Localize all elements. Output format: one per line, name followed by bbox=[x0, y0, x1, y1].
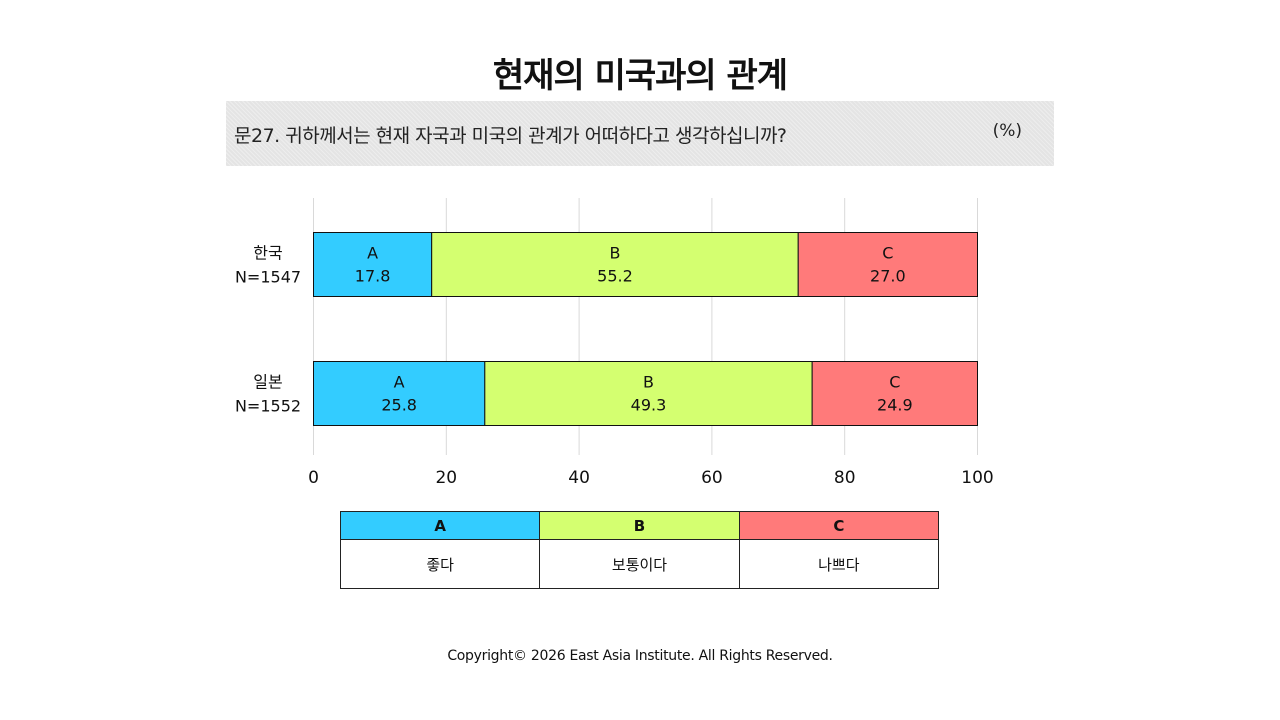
bar-segment bbox=[313, 361, 486, 426]
category-label: 한국 bbox=[253, 244, 282, 263]
category-n-label: N=1547 bbox=[235, 268, 301, 287]
x-tick-label: 100 bbox=[961, 468, 993, 488]
bar-segment bbox=[811, 361, 978, 426]
x-tick-label: 60 bbox=[701, 468, 723, 488]
bar-segment bbox=[484, 361, 813, 426]
stacked-bar-chart: A 17.8 B 55.2 C 27.0 한국 N=1547 A 25.8 B 49.3 C 24.9 일본… bbox=[235, 198, 994, 488]
bar-series-label: A bbox=[394, 373, 405, 392]
category-label: 일본 bbox=[253, 373, 282, 392]
bar-value-label: 27.0 bbox=[870, 267, 906, 286]
x-tick-label: 0 bbox=[308, 468, 319, 488]
legend-desc-a: 좋다 bbox=[339, 539, 541, 589]
bar-series-label: B bbox=[609, 244, 620, 263]
x-tick-label: 20 bbox=[435, 468, 457, 488]
legend-table: A B C 좋다 보통이다 나쁘다 bbox=[339, 511, 940, 589]
legend-desc-c: 나쁘다 bbox=[738, 539, 940, 589]
x-tick-label: 40 bbox=[568, 468, 590, 488]
legend-header-c: C bbox=[738, 511, 940, 540]
copyright-text: Copyright© 2026 East Asia Institute. All… bbox=[447, 648, 833, 664]
legend-header-b: B bbox=[539, 511, 740, 540]
bar-value-label: 55.2 bbox=[597, 267, 633, 286]
bar-segment bbox=[313, 232, 433, 297]
legend-header-a: A bbox=[339, 511, 541, 540]
x-tick-label: 80 bbox=[834, 468, 856, 488]
bar-value-label: 24.9 bbox=[877, 396, 913, 415]
bar-series-label: A bbox=[367, 244, 378, 263]
bar-series-label: B bbox=[643, 373, 654, 392]
question-text: 문27. 귀하께서는 현재 자국과 미국의 관계가 어떠하다고 생각하십니까? bbox=[234, 125, 787, 147]
question-box: 문27. 귀하께서는 현재 자국과 미국의 관계가 어떠하다고 생각하십니까? … bbox=[226, 101, 1054, 166]
unit-label: (%) bbox=[992, 121, 1022, 141]
chart-title: 현재의 미국과의 관계 bbox=[492, 56, 788, 96]
bar-value-label: 17.8 bbox=[355, 267, 391, 286]
bar-value-label: 25.8 bbox=[381, 396, 417, 415]
bar-series-label: C bbox=[889, 373, 900, 392]
bar-series-label: C bbox=[882, 244, 893, 263]
category-n-label: N=1552 bbox=[235, 397, 301, 416]
legend-desc-b: 보통이다 bbox=[539, 539, 740, 589]
bar-segment bbox=[797, 232, 978, 297]
bar-value-label: 49.3 bbox=[631, 396, 667, 415]
bar-segment bbox=[431, 232, 799, 297]
